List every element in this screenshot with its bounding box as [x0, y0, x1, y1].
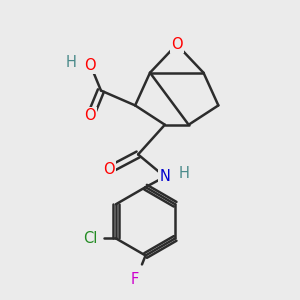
Text: O: O — [171, 37, 183, 52]
Text: O: O — [84, 58, 96, 73]
Text: O: O — [103, 162, 115, 177]
Text: O: O — [84, 108, 96, 123]
Text: H: H — [66, 55, 77, 70]
Text: Cl: Cl — [83, 231, 97, 246]
Text: F: F — [131, 272, 139, 287]
Text: N: N — [159, 169, 170, 184]
Text: H: H — [179, 166, 190, 181]
